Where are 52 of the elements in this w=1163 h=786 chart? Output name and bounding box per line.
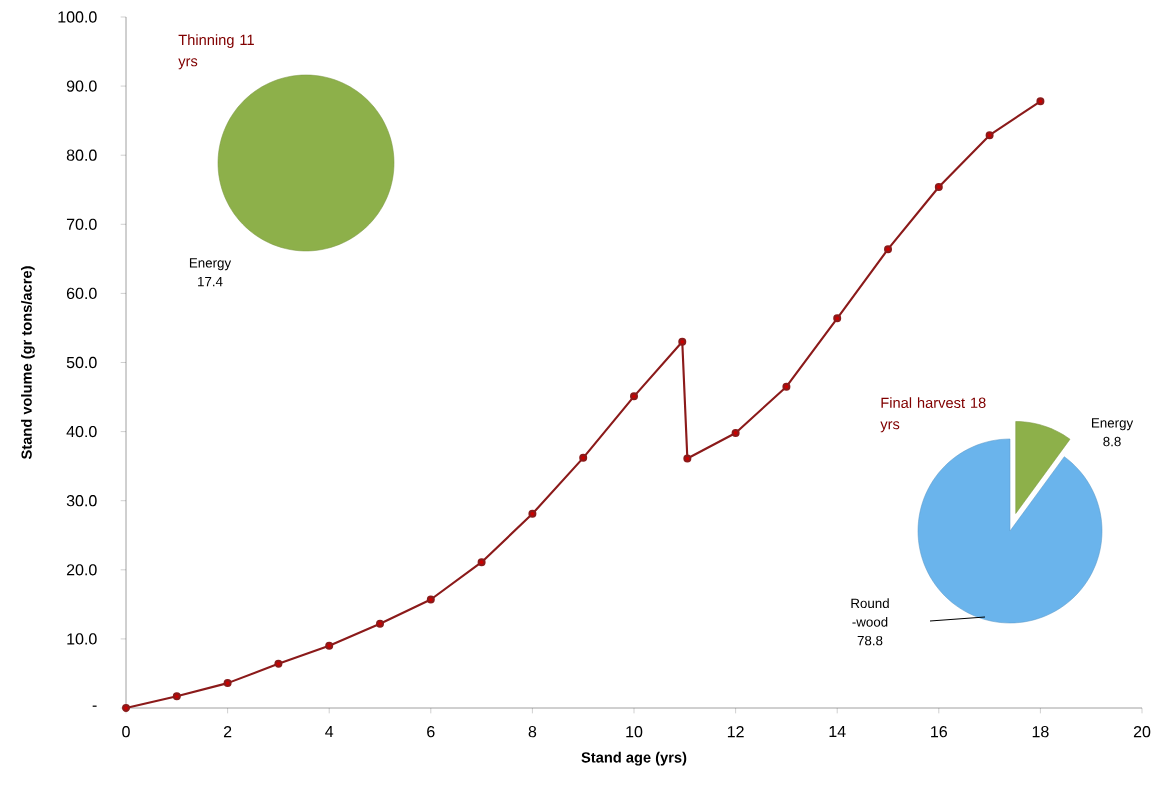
x-tick-label: 2 xyxy=(223,726,232,738)
point xyxy=(376,619,385,628)
y-tick-label: 80.0 xyxy=(66,149,97,161)
x-tick-label: 10 xyxy=(626,726,643,738)
x-axis-title: Stand age (yrs) xyxy=(581,751,687,766)
point xyxy=(884,245,893,254)
x-tick-label: 4 xyxy=(325,726,334,738)
point xyxy=(782,382,791,391)
slice-label: Round -wood xyxy=(851,598,889,627)
data-label: 78.8 xyxy=(857,635,883,646)
point xyxy=(985,131,994,140)
data-label: 8.8 xyxy=(1103,436,1121,447)
slice-label: Energy xyxy=(1092,418,1134,431)
y-tick-label: 10.0 xyxy=(67,633,97,645)
point xyxy=(678,337,687,346)
y-tick-label: 60.0 xyxy=(66,287,97,300)
point xyxy=(223,679,232,688)
x-tick-label: 14 xyxy=(829,726,846,738)
y-tick-label: 90.0 xyxy=(66,80,97,92)
data-label: 17.4 xyxy=(198,276,223,287)
x-tick-label: 20 xyxy=(1133,726,1151,738)
x-tick-label: 18 xyxy=(1032,726,1049,738)
x-tick-label: 0 xyxy=(122,726,130,738)
point xyxy=(325,641,334,650)
y-tick-label: 100.0 xyxy=(58,11,97,23)
point xyxy=(274,659,283,668)
y-axis-title: Stand volume (gr tons/acre) xyxy=(21,266,35,460)
x-tick-label: 16 xyxy=(931,726,947,738)
x-tick-label: 6 xyxy=(427,726,435,738)
point xyxy=(172,692,181,701)
point xyxy=(833,314,842,323)
point xyxy=(731,428,740,437)
y-tick-label: - xyxy=(92,705,97,707)
point xyxy=(528,509,537,518)
y-tick-label: 70.0 xyxy=(66,218,97,230)
y-tick-label: 40.0 xyxy=(66,425,97,438)
x-tick-label: 8 xyxy=(528,726,537,738)
point xyxy=(1036,97,1045,106)
point xyxy=(426,595,435,604)
chart-title: Final harvest 18 yrs xyxy=(880,397,986,433)
chart-title: Thinning 11 yrs xyxy=(178,34,254,70)
point xyxy=(683,454,692,463)
y-tick-label: 30.0 xyxy=(66,495,97,507)
point xyxy=(630,392,639,401)
point xyxy=(122,704,131,712)
x-tick-label: 12 xyxy=(727,726,744,738)
point xyxy=(934,182,943,191)
y-tick-label: 20.0 xyxy=(66,564,97,576)
y-tick-label: 50.0 xyxy=(66,356,97,369)
point xyxy=(579,453,588,462)
point xyxy=(477,558,486,567)
slice-label: Energy xyxy=(189,258,232,271)
